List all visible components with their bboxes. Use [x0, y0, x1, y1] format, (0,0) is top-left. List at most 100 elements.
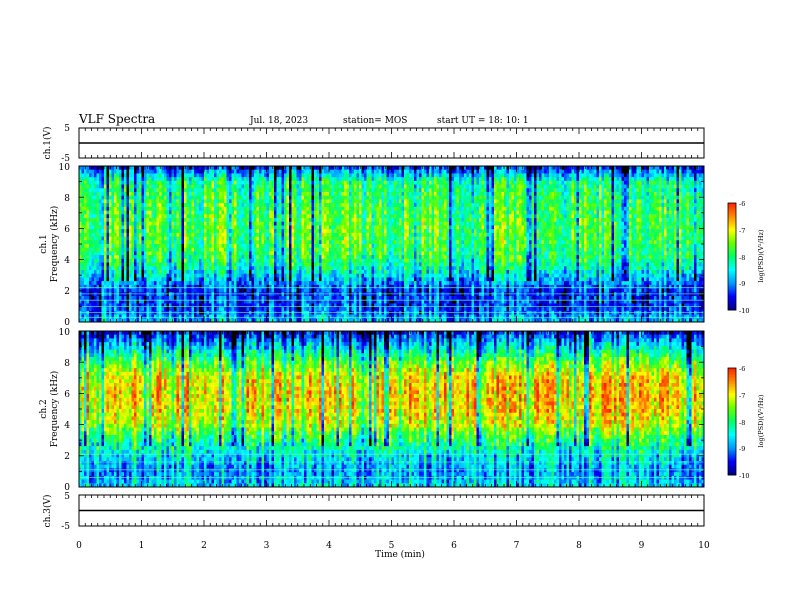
ch1-spectrogram-cell	[86, 184, 90, 189]
ch1-spectrogram-cell	[289, 284, 292, 289]
ch1-spectrogram-cell	[359, 229, 362, 234]
ch1-spectrogram-cell	[349, 229, 352, 234]
ch1-spectrogram-cell	[224, 214, 227, 219]
ch1-spectrogram-cell	[344, 232, 347, 237]
ch1-spectrogram-cell	[104, 169, 107, 174]
ch1-spectrogram-cell	[129, 296, 132, 301]
ch1-spectrogram-cell	[179, 251, 182, 256]
ch1-spectrogram-cell	[299, 199, 302, 204]
ch1-spectrogram-cell	[159, 284, 162, 289]
ch1-spectrogram-cell	[81, 240, 85, 245]
ch1-spectrogram-cell	[226, 199, 230, 204]
ch1-spectrogram-cell	[341, 166, 345, 171]
ch1-spectrogram-cell	[324, 236, 327, 241]
ch1-spectrogram-cell	[236, 173, 240, 178]
ch1-spectrogram-cell	[326, 307, 330, 312]
ch1-spectrogram-cell	[136, 229, 140, 234]
ch1-spectrogram-cell	[119, 266, 122, 271]
ch1-spectrogram-panel: 0 2 4 6 8 10 ch.1 Frequency (kHz) -6 -7 …	[39, 163, 765, 328]
ch1-spectrogram-cell	[241, 214, 245, 219]
ch1-spectrogram-cell	[169, 273, 172, 278]
ch1-spectrogram-cell	[219, 188, 222, 193]
ch1-spectrogram-cell	[359, 244, 362, 249]
ch1-spectrogram-cell	[329, 240, 332, 245]
ch1-spectrogram-cell	[171, 232, 175, 237]
ch1-spectrogram-cell	[124, 266, 127, 271]
ch1-spectrogram-cell	[336, 221, 340, 226]
ch1-spectrogram-cell	[229, 203, 232, 208]
ch1-spectrogram-cell	[89, 284, 92, 289]
ch1-spectrogram-cell	[204, 225, 207, 230]
ch1-spectrogram-cell	[116, 173, 120, 178]
ch1-spectrogram-cell	[156, 299, 160, 304]
ch1-spectrogram-cell	[191, 232, 195, 237]
ch1-spectrogram-cell	[84, 284, 87, 289]
ch1-spectrogram-cell	[261, 214, 265, 219]
ch1-spectrogram-cell	[214, 284, 217, 289]
ch1-spectrogram-cell	[269, 281, 272, 286]
ch1-spectrogram-cell	[299, 262, 302, 267]
ch1-spectrogram-cell	[259, 247, 262, 252]
ch1-spectrogram-cell	[241, 281, 245, 286]
ch1-spectrogram-cell	[121, 303, 125, 308]
ch1-spectrogram-cell	[206, 296, 210, 301]
ch1-spectrogram-cell	[246, 266, 250, 271]
ch1-spectrogram-cell	[94, 192, 97, 197]
ch1-spectrogram-cell	[204, 180, 207, 185]
ch1-spectrogram-cell	[356, 195, 360, 200]
ch1-spectrogram-cell	[194, 199, 197, 204]
ch1-spectrogram-cell	[354, 299, 357, 304]
ch1-spectrogram-cell	[289, 169, 292, 174]
ch1-spectrogram-cell	[101, 258, 105, 263]
ch1-spectrogram-cell	[96, 210, 100, 215]
ch1-spectrogram-cell	[189, 277, 192, 282]
ch1-spectrogram-cell	[291, 169, 295, 174]
ch1-spectrogram-cell	[229, 277, 232, 282]
ch1-spectrogram-cell	[121, 299, 125, 304]
ch1-spectrogram-cell	[139, 270, 142, 275]
ch1-spectrogram-cell	[341, 180, 345, 185]
ch1-spectrogram-cell	[139, 210, 142, 215]
ch1-spectrogram-cell	[116, 206, 120, 211]
ch1-spectrogram-cell	[214, 281, 217, 286]
ch1-spectrogram-cell	[254, 225, 257, 230]
ch1-spectrogram-cell	[344, 273, 347, 278]
ch1-spectrogram-cell	[159, 169, 162, 174]
ch1-spectrogram-cell	[84, 307, 87, 312]
ch1-spectrogram-cell	[99, 266, 102, 271]
ch1-spectrogram-cell	[251, 296, 255, 301]
ch1-spectrogram-cell	[151, 299, 155, 304]
ch1-spectrogram-cell	[116, 188, 120, 193]
ch1-spectrogram-cell	[269, 177, 272, 182]
ch1-spectrogram-cell	[231, 188, 235, 193]
ch1-spectrogram-cell	[214, 184, 217, 189]
ch1-spectrogram-cell	[261, 307, 265, 312]
ch1-spectrogram-cell	[94, 210, 97, 215]
ch1-spectrogram-cell	[271, 296, 275, 301]
ch1-spectrogram-cell	[276, 273, 280, 278]
ch1-spectrogram-cell	[121, 258, 125, 263]
ch1-spectrogram-cell	[176, 251, 180, 256]
ch1-spectrogram-cell	[329, 232, 332, 237]
ch1-spectrogram-cell	[174, 307, 177, 312]
ch1-spectrogram-cell	[166, 240, 170, 245]
ch1-spectrogram-cell	[309, 173, 312, 178]
ch1-spectrogram-cell	[314, 247, 317, 252]
ch1-spectrogram-cell	[194, 169, 197, 174]
ch1-spectrogram-cell	[226, 225, 230, 230]
ch1-spectrogram-cell	[106, 210, 110, 215]
ch1-spectrogram-cell	[111, 221, 115, 226]
ch1-spectrogram-cell	[206, 266, 210, 271]
ch1-spectrogram-cell	[349, 180, 352, 185]
ch1-spectrogram-cell	[286, 255, 290, 260]
ch1-spectrogram-cell	[196, 251, 200, 256]
ch1-spectrogram-cell	[186, 258, 190, 263]
ch1-spectrogram-cell	[199, 303, 202, 308]
ch1-spectrogram-cell	[139, 307, 142, 312]
ch1-spectrogram-cell	[111, 236, 115, 241]
ch1-spectrogram-cell	[279, 284, 282, 289]
ch1-spectrogram-cell	[289, 180, 292, 185]
ch1-spectrogram-cell	[296, 244, 300, 249]
ch1-spectrogram-cell	[344, 225, 347, 230]
ch1-spectrogram-cell	[111, 262, 115, 267]
